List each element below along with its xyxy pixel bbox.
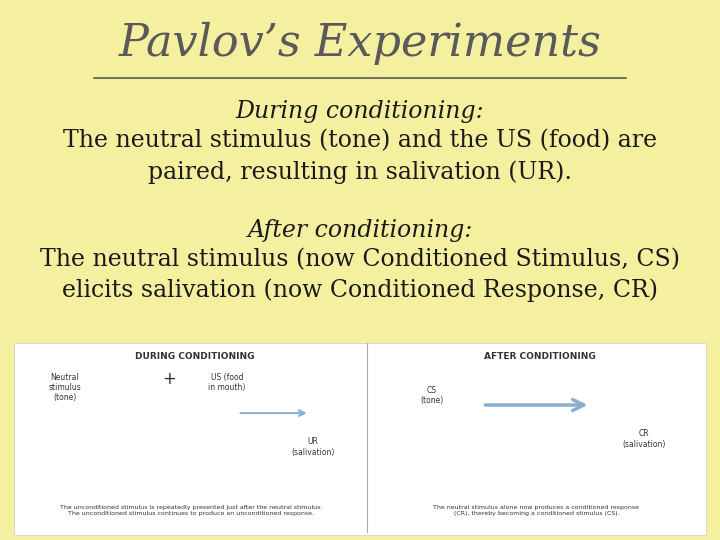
Text: The neutral stimulus alone now produces a conditioned response
(CR), thereby bec: The neutral stimulus alone now produces … bbox=[433, 505, 639, 516]
Text: The unconditioned stimulus is repeatedly presented just after the neutral stimul: The unconditioned stimulus is repeatedly… bbox=[60, 505, 322, 516]
Text: AFTER CONDITIONING: AFTER CONDITIONING bbox=[484, 352, 596, 361]
Text: The neutral stimulus (now Conditioned Stimulus, CS)
elicits salivation (now Cond: The neutral stimulus (now Conditioned St… bbox=[40, 248, 680, 302]
Text: CS
(tone): CS (tone) bbox=[420, 386, 444, 406]
Text: UR
(salivation): UR (salivation) bbox=[292, 437, 335, 457]
Text: DURING CONDITIONING: DURING CONDITIONING bbox=[135, 352, 254, 361]
Text: After conditioning:: After conditioning: bbox=[247, 219, 473, 242]
FancyBboxPatch shape bbox=[14, 343, 706, 535]
Text: US (food
in mouth): US (food in mouth) bbox=[208, 373, 246, 392]
Text: Neutral
stimulus
(tone): Neutral stimulus (tone) bbox=[48, 373, 81, 402]
Text: CR
(salivation): CR (salivation) bbox=[623, 429, 666, 449]
Text: +: + bbox=[162, 370, 176, 388]
Text: During conditioning:: During conditioning: bbox=[235, 100, 485, 123]
Text: Pavlov’s Experiments: Pavlov’s Experiments bbox=[119, 22, 601, 65]
Text: The neutral stimulus (tone) and the US (food) are
paired, resulting in salivatio: The neutral stimulus (tone) and the US (… bbox=[63, 130, 657, 184]
